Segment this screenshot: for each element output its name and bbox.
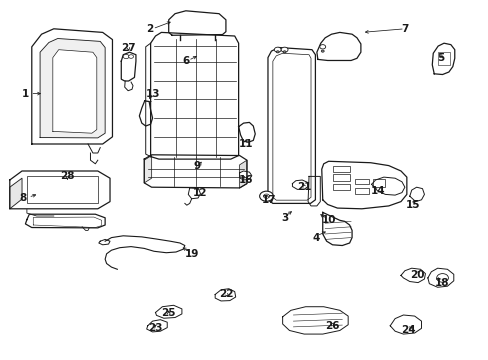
Circle shape: [283, 51, 285, 53]
Polygon shape: [40, 39, 105, 138]
Text: 2: 2: [145, 24, 153, 34]
Polygon shape: [431, 43, 454, 75]
Polygon shape: [146, 320, 167, 332]
Text: 15: 15: [405, 200, 420, 210]
Text: 20: 20: [409, 270, 424, 280]
Text: 13: 13: [145, 89, 160, 99]
Text: 19: 19: [184, 249, 199, 259]
Text: 10: 10: [321, 215, 336, 225]
Polygon shape: [32, 29, 112, 144]
Polygon shape: [53, 50, 97, 133]
Text: 23: 23: [147, 323, 162, 333]
Circle shape: [128, 55, 133, 58]
Polygon shape: [427, 268, 453, 287]
Text: 11: 11: [238, 139, 253, 149]
Circle shape: [274, 47, 281, 52]
Circle shape: [276, 51, 279, 53]
Polygon shape: [239, 171, 251, 180]
Bar: [27, 176, 98, 203]
Text: 14: 14: [370, 186, 385, 196]
Polygon shape: [389, 315, 421, 334]
Polygon shape: [321, 161, 406, 209]
Polygon shape: [322, 212, 351, 246]
Polygon shape: [155, 305, 182, 318]
Bar: [354, 188, 368, 194]
Text: 18: 18: [434, 278, 449, 288]
Text: 16: 16: [238, 175, 253, 185]
Text: 4: 4: [312, 233, 320, 243]
Polygon shape: [99, 239, 110, 245]
Polygon shape: [144, 155, 246, 188]
Polygon shape: [239, 160, 246, 188]
Text: 12: 12: [193, 188, 207, 198]
Text: 27: 27: [121, 42, 136, 53]
Bar: [332, 174, 349, 181]
Text: 21: 21: [297, 182, 311, 192]
Polygon shape: [215, 289, 235, 301]
Bar: [354, 179, 368, 184]
Polygon shape: [238, 122, 255, 142]
Circle shape: [436, 274, 447, 282]
Bar: [437, 52, 449, 65]
Bar: [372, 179, 384, 187]
Text: 1: 1: [22, 89, 29, 99]
Polygon shape: [139, 101, 152, 126]
Polygon shape: [292, 180, 307, 189]
Polygon shape: [409, 187, 424, 202]
Polygon shape: [10, 178, 22, 209]
Polygon shape: [25, 214, 105, 228]
Circle shape: [263, 194, 269, 198]
Polygon shape: [371, 177, 404, 195]
Text: 6: 6: [182, 56, 189, 66]
Circle shape: [123, 54, 129, 59]
Polygon shape: [150, 32, 238, 159]
Circle shape: [321, 50, 324, 52]
Bar: [332, 166, 349, 172]
Bar: [332, 184, 349, 190]
Text: 7: 7: [400, 24, 407, 34]
Circle shape: [281, 47, 287, 52]
Polygon shape: [33, 217, 102, 228]
Polygon shape: [267, 48, 315, 203]
Polygon shape: [316, 32, 360, 60]
Circle shape: [259, 191, 273, 201]
Text: 25: 25: [161, 308, 176, 318]
Text: 24: 24: [400, 325, 415, 336]
Polygon shape: [400, 268, 425, 283]
Polygon shape: [307, 176, 320, 206]
Polygon shape: [272, 53, 310, 200]
Text: 3: 3: [281, 213, 288, 223]
Polygon shape: [168, 11, 225, 35]
Circle shape: [319, 45, 325, 49]
Polygon shape: [144, 156, 151, 183]
Text: 22: 22: [219, 289, 233, 300]
Text: 28: 28: [60, 171, 74, 181]
Text: 17: 17: [261, 195, 276, 205]
Polygon shape: [10, 171, 110, 209]
Text: 8: 8: [20, 193, 27, 203]
Text: 5: 5: [437, 53, 444, 63]
Polygon shape: [121, 52, 136, 81]
Text: 9: 9: [193, 161, 200, 171]
Polygon shape: [282, 307, 347, 334]
Text: 26: 26: [325, 321, 339, 331]
Polygon shape: [188, 188, 200, 199]
